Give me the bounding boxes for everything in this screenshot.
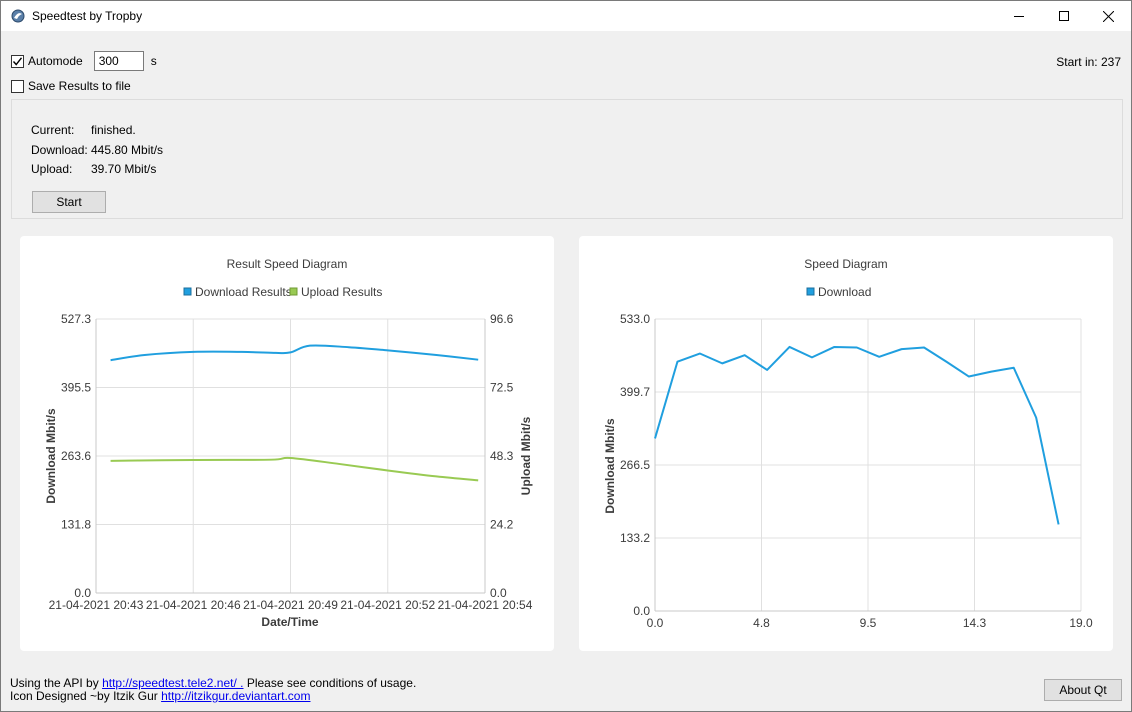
legend-marker-upload [289,287,298,296]
chart-title: Speed Diagram [804,257,887,271]
x-tick-label: 21-04-2021 20:49 [243,598,338,612]
check-icon [12,56,23,66]
automode-row: Automode s [11,51,157,71]
api-credit-suffix: Please see conditions of usage. [243,676,417,690]
y-axis-title: Download Mbit/s [603,418,617,514]
series-line-download-results [110,344,479,362]
interval-unit: s [150,54,157,68]
close-button[interactable] [1085,1,1131,31]
maximize-button[interactable] [1041,1,1087,31]
result-speed-chart: Result Speed Diagram Download Results Uplo… [20,236,554,651]
x-tick-label: 21-04-2021 20:43 [49,598,144,612]
legend-label-upload: Upload Results [301,285,382,299]
start-in-countdown: Start in: 237 [1056,55,1121,69]
x-axis-title: Date/Time [261,615,318,629]
x-tick-label: 21-04-2021 20:54 [438,598,533,612]
automode-checkbox[interactable] [11,54,24,68]
x-tick-label: 9.5 [860,616,877,630]
legend-marker-download [183,287,192,296]
y-tick-label: 0.0 [633,604,650,618]
window-title: Speedtest by Tropby [32,9,143,23]
x-tick-label: 21-04-2021 20:46 [146,598,241,612]
chart-title: Result Speed Diagram [227,257,348,271]
close-icon [1102,10,1114,22]
y-tick-label: 533.0 [620,312,650,326]
series-line-download [654,345,1060,525]
icon-credit-prefix: Icon Designed ~by Itzik Gur [10,689,162,703]
status-group: Current: finished. Download: 445.80 Mbit… [11,99,1123,219]
upload-value: 39.70 Mbit/s [91,162,157,176]
icon-designer-link[interactable]: http://itzikgur.deviantart.com [161,689,311,703]
api-credit-prefix: Using the API by [10,676,103,690]
save-results-label: Save Results to file [28,79,131,93]
save-results-checkbox[interactable] [11,79,24,93]
x-tick-label: 14.3 [963,616,987,630]
y-left-tick-label: 527.3 [61,312,91,326]
api-link[interactable]: http://speedtest.tele2.net/ . [102,676,244,690]
minimize-button[interactable] [996,1,1042,31]
y-left-tick-label: 131.8 [61,518,91,532]
current-label: Current: [31,123,75,137]
y-right-axis-title: Upload Mbit/s [519,416,533,495]
y-tick-label: 133.2 [620,531,650,545]
legend-label-download: Download Results [195,285,292,299]
upload-label: Upload: [31,162,73,176]
result-speed-chart-svg: Result Speed Diagram Download Results Uplo… [44,257,533,629]
y-right-tick-label: 0.0 [490,586,507,600]
start-button[interactable]: Start [32,191,106,213]
speed-chart-svg: Speed Diagram Download 533.0 399.7 266.5 133.… [603,257,1093,630]
y-left-axis-title: Download Mbit/s [44,408,58,504]
legend-marker-download [806,287,815,296]
y-right-tick-label: 48.3 [490,449,514,463]
legend-label-download: Download [818,285,871,299]
current-value: finished. [91,123,136,137]
y-right-tick-label: 24.2 [490,518,514,532]
app-icon [11,9,25,23]
interval-input[interactable] [93,51,144,71]
download-label: Download: [31,143,88,157]
api-credit: Using the API by http://speedtest.tele2.… [10,677,416,690]
y-tick-label: 399.7 [620,385,650,399]
x-tick-label: 4.8 [753,616,770,630]
icon-credit: Icon Designed ~by Itzik Gur http://itzik… [10,690,310,703]
series-line-upload-results [110,456,479,482]
y-left-tick-label: 0.0 [74,586,91,600]
download-value: 445.80 Mbit/s [91,143,164,157]
x-tick-label: 0.0 [647,616,664,630]
about-qt-button[interactable]: About Qt [1044,679,1122,701]
save-row: Save Results to file [11,77,131,95]
maximize-icon [1059,11,1069,21]
y-left-tick-label: 263.6 [61,449,91,463]
minimize-icon [1014,16,1024,17]
y-right-tick-label: 72.5 [490,381,514,395]
y-right-tick-label: 96.6 [490,312,514,326]
x-tick-label: 19.0 [1069,616,1093,630]
x-tick-label: 21-04-2021 20:52 [340,598,435,612]
speed-chart: Speed Diagram Download 533.0 399.7 266.5 133.… [579,236,1113,651]
title-bar: Speedtest by Tropby [1,1,1131,31]
y-tick-label: 266.5 [620,458,650,472]
y-left-tick-label: 395.5 [61,381,91,395]
automode-label: Automode [28,54,83,68]
